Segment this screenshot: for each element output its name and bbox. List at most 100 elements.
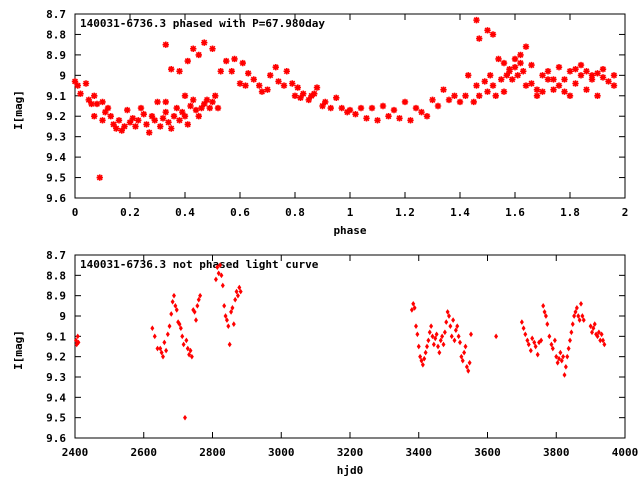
data-point [209, 98, 216, 106]
data-point [506, 66, 513, 73]
data-point [530, 335, 535, 342]
data-point [542, 309, 547, 315]
data-point [140, 110, 147, 118]
data-point [544, 68, 552, 75]
data-point [503, 72, 510, 79]
data-point [434, 331, 439, 338]
chart-panel-1: 0 0.2 0.4 0.6 0.8 1 1.2 1.4 1.6 1.8 2 8.7 8.8 8.9 9 9.1… [12, 8, 628, 237]
data-point [470, 98, 477, 106]
data-point [449, 333, 454, 340]
data-point [561, 353, 566, 360]
data-point [151, 117, 158, 124]
data-point [547, 333, 552, 340]
data-point [234, 288, 239, 295]
data-point [77, 90, 84, 97]
x-tick-label: 0.4 [175, 206, 195, 219]
x-tick-label: 3000 [268, 446, 295, 459]
data-point [162, 98, 169, 106]
data-point [565, 353, 570, 360]
data-point [492, 92, 499, 99]
data-point [458, 339, 462, 346]
data-point [577, 72, 585, 79]
data-point [176, 68, 183, 75]
data-point [99, 98, 106, 106]
data-point [230, 305, 235, 311]
x-tick-label: 3200 [337, 446, 364, 459]
data-point [113, 125, 120, 132]
y-tick-label: 9.6 [46, 432, 66, 445]
data-point [456, 98, 464, 106]
data-point [494, 333, 499, 340]
data-point [283, 68, 290, 75]
x-axis-title: hjd0 [337, 464, 364, 477]
data-point [489, 82, 497, 89]
data-point [401, 98, 409, 106]
y-tick-label: 8.7 [46, 249, 66, 262]
data-point [566, 345, 571, 352]
data-point [198, 292, 203, 299]
data-point [451, 317, 456, 323]
data-point [521, 325, 526, 332]
data-point [412, 104, 420, 112]
data-point [436, 343, 440, 350]
data-point [74, 82, 81, 89]
data-point [368, 104, 376, 112]
data-point [195, 303, 200, 309]
data-point [543, 313, 548, 319]
data-point [118, 127, 125, 134]
data-point [107, 113, 114, 120]
data-point [162, 108, 169, 116]
chart-panel-2: 2400 2600 2800 3000 3200 3400 3600 3800 4000 8.7 8… [12, 249, 638, 477]
data-point [555, 82, 563, 89]
data-point [484, 27, 491, 34]
data-point [430, 333, 435, 340]
data-point [429, 323, 434, 329]
data-point [184, 337, 189, 344]
x-tick-label: 2600 [131, 446, 158, 459]
data-point [233, 296, 238, 303]
data-point [445, 96, 453, 104]
data-point [164, 347, 169, 354]
data-point [545, 321, 550, 327]
data-point [216, 270, 221, 277]
y-tick-label: 9 [59, 310, 66, 323]
data-point [162, 339, 167, 346]
data-point [517, 59, 524, 67]
data-point [245, 70, 252, 77]
data-point [588, 76, 596, 83]
data-point [155, 345, 160, 352]
data-point [157, 123, 164, 130]
data-point [467, 359, 472, 366]
data-point [459, 353, 464, 360]
data-point [419, 357, 424, 364]
data-point [569, 329, 574, 336]
data-point [333, 94, 340, 102]
data-point [390, 106, 398, 114]
data-point [562, 372, 567, 378]
data-point [550, 345, 555, 352]
data-point [539, 72, 546, 79]
data-point [528, 61, 535, 69]
chart-title: 140031-6736.3 phased with P=67.980day [80, 17, 325, 30]
data-point [363, 115, 370, 122]
data-point [455, 323, 460, 329]
data-point [423, 349, 428, 356]
data-point [533, 92, 541, 99]
data-point [452, 337, 457, 344]
data-point [126, 119, 134, 126]
data-point [181, 92, 189, 99]
data-point [426, 337, 431, 344]
data-point [429, 96, 436, 104]
data-point [434, 102, 442, 110]
data-point [280, 82, 288, 89]
data-point [289, 80, 296, 87]
data-point [500, 59, 508, 67]
y-tick-label: 9.2 [46, 110, 66, 123]
data-point [129, 115, 136, 122]
data-point [498, 76, 505, 83]
x-tick-label: 1.2 [395, 206, 415, 219]
data-point [517, 51, 524, 59]
data-point [526, 341, 531, 348]
data-point [374, 117, 381, 124]
